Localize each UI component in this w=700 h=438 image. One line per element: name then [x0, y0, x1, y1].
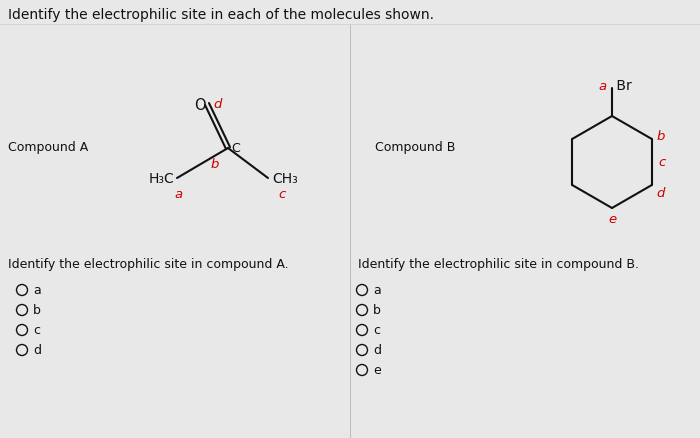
- Text: a: a: [33, 283, 41, 297]
- Text: d: d: [33, 343, 41, 357]
- Text: Br: Br: [612, 79, 631, 93]
- Text: a: a: [373, 283, 381, 297]
- Text: CH₃: CH₃: [272, 172, 298, 186]
- Text: c: c: [279, 188, 286, 201]
- Text: c: c: [373, 324, 380, 336]
- Text: c: c: [33, 324, 40, 336]
- Text: d: d: [373, 343, 381, 357]
- Text: d: d: [213, 99, 221, 112]
- Text: Compound B: Compound B: [375, 141, 456, 155]
- Text: e: e: [373, 364, 381, 377]
- Text: b: b: [33, 304, 41, 317]
- Text: O: O: [194, 98, 206, 113]
- Text: Compound A: Compound A: [8, 141, 88, 155]
- Text: a: a: [599, 80, 607, 92]
- Text: H₃C: H₃C: [148, 172, 174, 186]
- Text: b: b: [211, 159, 219, 172]
- Text: d: d: [657, 187, 665, 200]
- Text: Identify the electrophilic site in each of the molecules shown.: Identify the electrophilic site in each …: [8, 8, 434, 22]
- Text: Identify the electrophilic site in compound A.: Identify the electrophilic site in compo…: [8, 258, 288, 271]
- Text: a: a: [175, 188, 183, 201]
- Text: e: e: [608, 213, 616, 226]
- Text: C: C: [231, 142, 239, 155]
- Text: Identify the electrophilic site in compound B.: Identify the electrophilic site in compo…: [358, 258, 639, 271]
- Text: b: b: [657, 131, 665, 144]
- Text: c: c: [659, 155, 666, 169]
- Text: b: b: [373, 304, 381, 317]
